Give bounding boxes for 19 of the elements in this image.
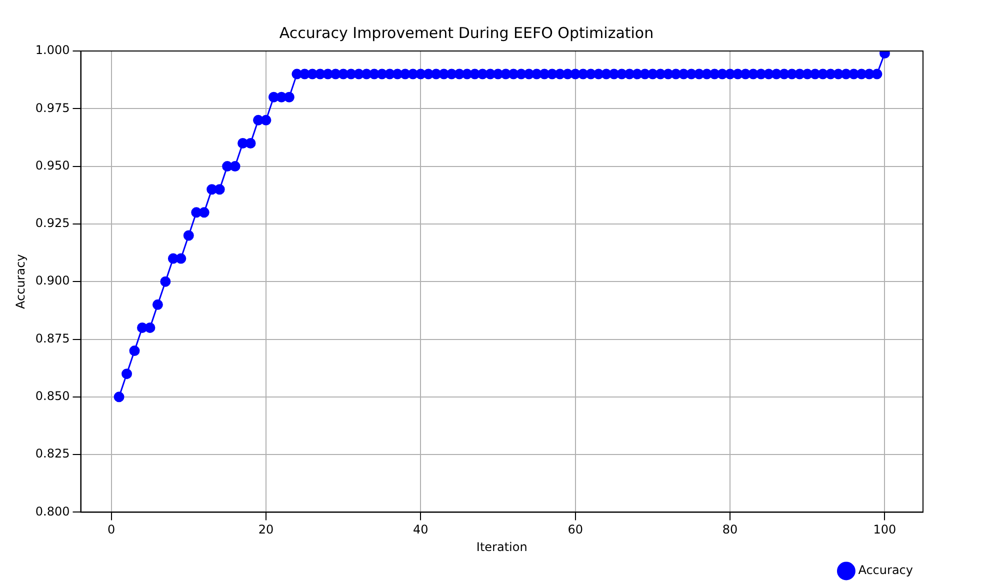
x-axis-title: Iteration xyxy=(476,540,528,554)
y-axis-title: Accuracy xyxy=(13,254,28,309)
y-tick-label: 1.000 xyxy=(35,43,70,58)
x-tick-label: 40 xyxy=(413,522,428,537)
x-tick-label: 60 xyxy=(568,522,583,537)
y-tick-label: 0.875 xyxy=(35,331,70,346)
y-tick-label: 0.825 xyxy=(35,446,70,461)
x-tick-label: 0 xyxy=(107,522,116,537)
y-tick-label: 0.975 xyxy=(35,100,70,115)
y-tick-label: 0.800 xyxy=(35,504,70,518)
legend-label: Accuracy xyxy=(858,563,914,578)
y-tick-label: 0.850 xyxy=(35,389,70,404)
x-tick-label: 100 xyxy=(873,522,896,537)
y-tick-label: 0.950 xyxy=(35,158,70,172)
y-tick-label: 0.900 xyxy=(35,274,70,288)
x-tick-label: 80 xyxy=(722,522,738,537)
chart-title: Accuracy Improvement During EEFO Optimization xyxy=(279,24,654,42)
y-tick-label: 0.925 xyxy=(35,216,70,230)
x-tick-label: 20 xyxy=(258,522,274,537)
